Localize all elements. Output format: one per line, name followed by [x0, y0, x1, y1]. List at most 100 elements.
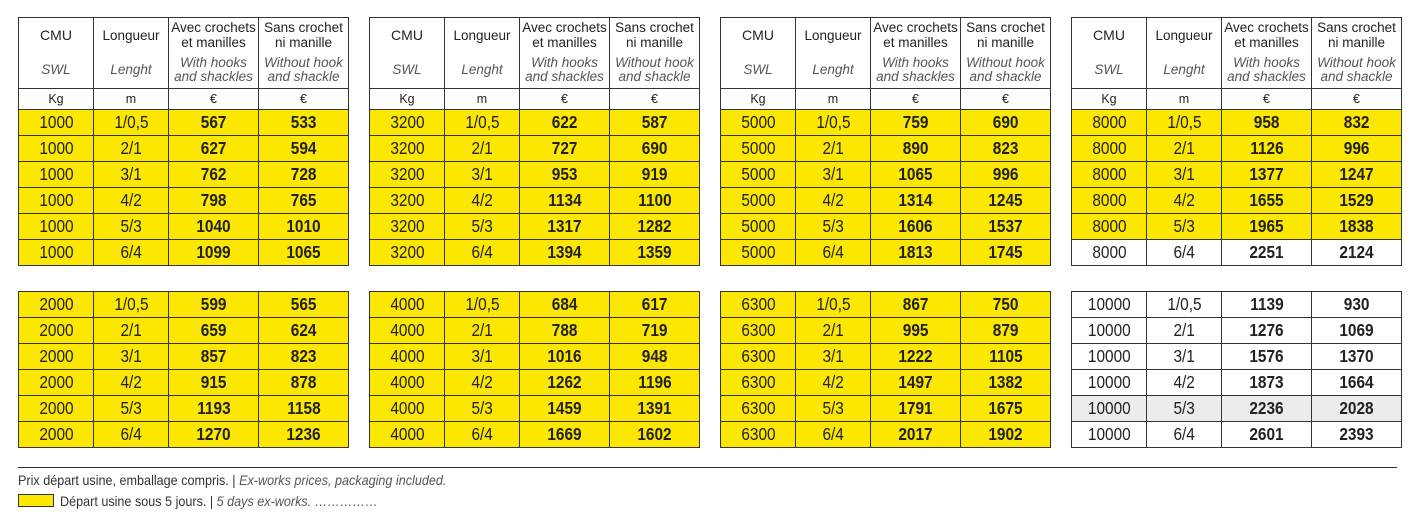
cell-cmu: 10000: [1071, 291, 1147, 318]
cell-cmu: 1000: [18, 135, 94, 162]
header-cell: €: [168, 88, 259, 110]
header-label: Kg: [48, 91, 64, 106]
cell-sans: 624: [258, 317, 349, 344]
header-label: Lenght: [1163, 62, 1205, 77]
cell-avec: 953: [519, 161, 610, 188]
cell-len-value: 4/2: [1173, 372, 1195, 392]
header-row: CMU Longueur Avec crochets et manilles Sans …: [369, 17, 700, 52]
cell-avec-value: 1222: [898, 346, 933, 366]
cell-sans: 565: [258, 291, 349, 318]
cell-len: 1/0,5: [444, 109, 520, 136]
cell-sans-value: 1529: [1339, 190, 1374, 210]
header-cell: Sans crochet ni manille: [1311, 17, 1402, 52]
table-row: 4000 6/4 1669 1602: [369, 421, 700, 448]
table-row: 4000 4/2 1262 1196: [369, 369, 700, 396]
cell-sans: 2028: [1311, 395, 1402, 422]
cell-avec-value: 1126: [1249, 138, 1284, 158]
table-row: 5000 5/3 1606 1537: [720, 213, 1051, 240]
cell-avec-value: 2017: [898, 424, 933, 444]
cell-len-value: 3/1: [120, 164, 142, 184]
cell-len: 2/1: [93, 135, 169, 162]
cell-cmu-value: 6300: [740, 424, 776, 444]
header-label: €: [1002, 91, 1009, 106]
cell-cmu-value: 4000: [389, 398, 425, 418]
cell-avec: 1222: [870, 343, 961, 370]
cell-sans: 1105: [960, 343, 1051, 370]
cell-len: 3/1: [93, 343, 169, 370]
cell-sans-value: 2124: [1339, 242, 1374, 262]
cell-cmu-value: 4000: [389, 320, 425, 340]
cell-cmu-value: 10000: [1087, 424, 1131, 444]
cell-cmu-value: 10000: [1087, 294, 1131, 314]
cell-avec: 1270: [168, 421, 259, 448]
cell-len: 4/2: [93, 187, 169, 214]
cell-cmu: 8000: [1071, 161, 1147, 188]
header-label: With hooks: [531, 55, 598, 70]
cell-avec-value: 1576: [1249, 346, 1284, 366]
cell-avec: 1873: [1221, 369, 1312, 396]
header-cell: €: [870, 88, 961, 110]
cell-len-value: 2/1: [1173, 320, 1195, 340]
table-row: 2000 4/2 915 878: [18, 369, 349, 396]
cell-avec: 2601: [1221, 421, 1312, 448]
header-label: ni manille: [1327, 35, 1386, 50]
header-label: Sans crochet: [264, 20, 343, 35]
cell-len-value: 2/1: [471, 320, 493, 340]
header-row: Kg m € €: [18, 88, 349, 110]
cell-sans: 750: [960, 291, 1051, 318]
cell-sans: 2393: [1311, 421, 1402, 448]
cell-len: 5/3: [444, 213, 520, 240]
cell-len: 1/0,5: [795, 291, 871, 318]
table-row: 3200 5/3 1317 1282: [369, 213, 700, 240]
cell-len-value: 6/4: [822, 242, 844, 262]
cell-avec-value: 995: [902, 320, 929, 340]
cell-sans: 594: [258, 135, 349, 162]
table-row: 10000 2/1 1276 1069: [1071, 317, 1402, 344]
cell-avec-value: 1040: [196, 216, 231, 236]
table-row: 8000 1/0,5 958 832: [1071, 109, 1402, 136]
cell-cmu-value: 2000: [38, 346, 74, 366]
cell-len: 5/3: [1146, 395, 1222, 422]
cell-sans-value: 1247: [1339, 164, 1374, 184]
cell-len: 2/1: [795, 135, 871, 162]
header-label: m: [1178, 91, 1190, 106]
table-row: 6300 2/1 995 879: [720, 317, 1051, 344]
table-row: 6300 6/4 2017 1902: [720, 421, 1051, 448]
cell-len: 4/2: [1146, 369, 1222, 396]
cell-cmu-value: 1000: [38, 138, 74, 158]
cell-len: 6/4: [444, 421, 520, 448]
cell-len: 2/1: [1146, 317, 1222, 344]
cell-len: 4/2: [444, 187, 520, 214]
table-row: 10000 4/2 1873 1664: [1071, 369, 1402, 396]
cell-avec-value: 1655: [1249, 190, 1284, 210]
cell-cmu: 10000: [1071, 369, 1147, 396]
cell-sans: 1370: [1311, 343, 1402, 370]
cell-len: 4/2: [93, 369, 169, 396]
price-table-8: 10000 1/0,5 1139 930 10000 2/1 1276 1069 10000 3/…: [1071, 291, 1402, 448]
cell-cmu: 3200: [369, 109, 445, 136]
header-label: et manilles: [532, 35, 597, 50]
cell-len-value: 1/0,5: [464, 294, 500, 314]
table-row: 4000 1/0,5 684 617: [369, 291, 700, 318]
cell-len: 1/0,5: [93, 109, 169, 136]
cell-sans-value: 719: [641, 320, 668, 340]
cell-sans-value: 1664: [1339, 372, 1374, 392]
cell-avec: 622: [519, 109, 610, 136]
header-cell: m: [93, 88, 169, 110]
cell-len: 3/1: [444, 161, 520, 188]
cell-sans-value: 617: [641, 294, 668, 314]
header-cell: SWL: [720, 52, 796, 89]
cell-avec-value: 1270: [196, 424, 231, 444]
cell-cmu-value: 8000: [1091, 242, 1127, 262]
table-row: 4000 2/1 788 719: [369, 317, 700, 344]
header-cell: SWL: [18, 52, 94, 89]
header-label: et manilles: [883, 35, 948, 50]
header-cell: Longueur: [795, 17, 871, 52]
cell-avec: 1965: [1221, 213, 1312, 240]
header-cell: m: [795, 88, 871, 110]
cell-sans-value: 1745: [988, 242, 1023, 262]
cell-len-value: 3/1: [471, 164, 493, 184]
footer-legend-dots: ……………: [314, 493, 378, 509]
header-label: Lenght: [812, 62, 854, 77]
header-label: Avec crochets: [171, 20, 256, 35]
